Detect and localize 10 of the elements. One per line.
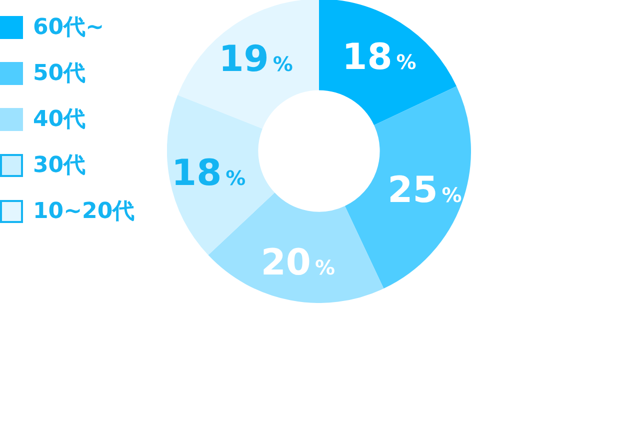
legend-label: 50代 (33, 60, 86, 88)
data-label: 18% (172, 153, 246, 194)
legend-label: 60代~ (33, 14, 104, 42)
legend-label: 30代 (33, 152, 86, 180)
data-label: 19% (218, 39, 293, 80)
legend-label: 10~20代 (33, 198, 135, 226)
legend-label: 40代 (33, 106, 86, 134)
data-label: 20% (260, 242, 336, 284)
data-label: 25% (388, 170, 462, 212)
data-label: 18% (342, 37, 416, 78)
